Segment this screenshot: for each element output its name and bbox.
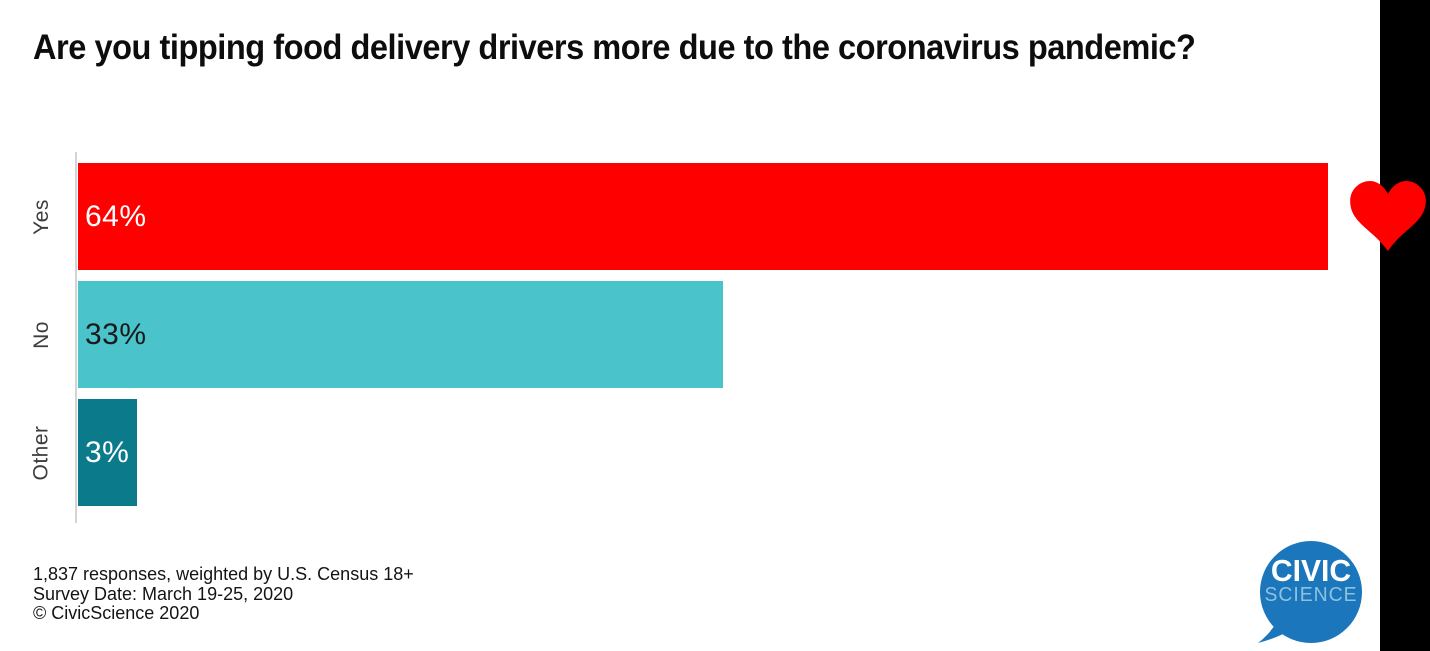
bar-yes-value-label: 64%: [85, 199, 147, 233]
category-label-no: No: [14, 281, 70, 388]
category-label-other-text: Other: [30, 424, 53, 481]
logo-text-science: SCIENCE: [1264, 584, 1358, 606]
footer-survey-date: Survey Date: March 19-25, 2020: [33, 583, 294, 604]
logo-text-civic: CIVIC: [1270, 553, 1352, 588]
bar-no-value-label: 33%: [85, 317, 147, 351]
y-axis-line: [75, 152, 77, 523]
logo-bubble-circle: [1260, 541, 1362, 643]
heart-icon: [1346, 181, 1430, 251]
category-label-yes-text: Yes: [29, 198, 53, 235]
bar-other: 3%: [78, 399, 137, 506]
category-label-yes: Yes: [14, 163, 70, 270]
footer-copyright: © CivicScience 2020: [33, 603, 200, 623]
heart-shape: [1350, 181, 1426, 251]
bar-other-value-label: 3%: [85, 435, 130, 469]
civicscience-logo: CIVIC SCIENCE: [1255, 539, 1365, 649]
bar-yes: 64%: [78, 163, 1328, 270]
footer-source-block: 1,837 responses, weighted by U.S. Census…: [33, 564, 414, 624]
bar-no: 33%: [78, 281, 723, 388]
black-side-strip: [1380, 0, 1430, 651]
chart-title: Are you tipping food delivery drivers mo…: [33, 28, 1196, 67]
category-label-no-text: No: [29, 320, 53, 349]
footer-responses: 1,837 responses, weighted by U.S. Census…: [33, 564, 414, 584]
category-label-other: Other: [14, 399, 70, 506]
